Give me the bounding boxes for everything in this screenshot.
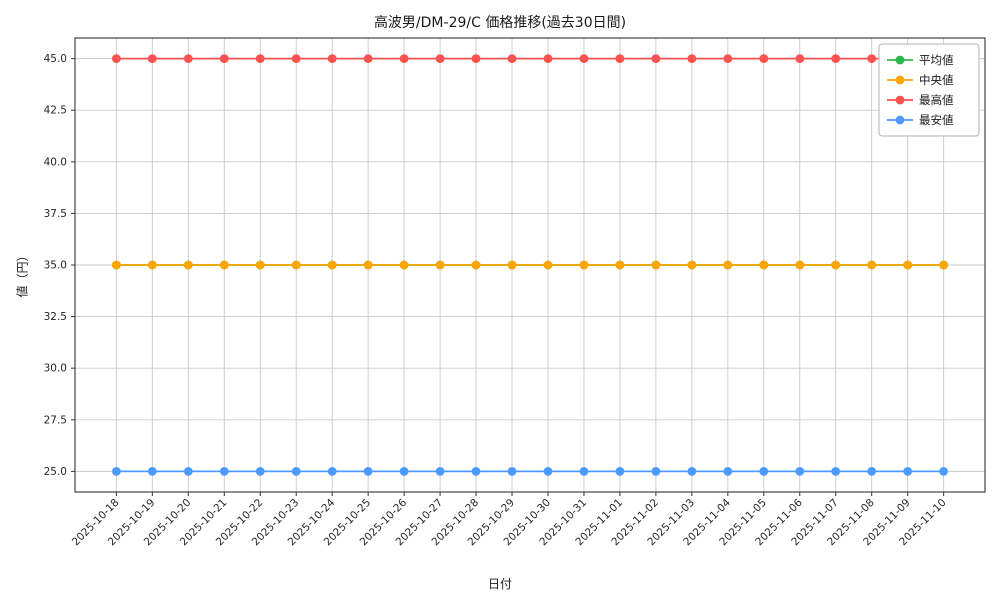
series-marker-3 <box>723 467 733 476</box>
series-marker-1 <box>723 260 733 270</box>
series-marker-2 <box>112 54 121 63</box>
series-marker-2 <box>507 54 517 63</box>
series-marker-2 <box>687 54 697 63</box>
legend-label: 最高値 <box>919 93 954 107</box>
legend-marker <box>895 95 905 105</box>
y-tick-label: 45.0 <box>44 53 67 65</box>
legend-label: 平均値 <box>919 53 954 67</box>
series-marker-3 <box>147 467 157 476</box>
series-marker-1 <box>255 260 265 270</box>
series-marker-1 <box>112 260 121 270</box>
series-marker-1 <box>507 260 517 270</box>
legend-box <box>878 43 980 137</box>
series-marker-3 <box>903 467 913 476</box>
y-tick-label: 42.5 <box>44 105 67 117</box>
series-marker-1 <box>219 260 229 270</box>
series-marker-1 <box>399 260 409 270</box>
series-marker-1 <box>795 260 805 270</box>
series-marker-3 <box>219 467 229 476</box>
series-marker-3 <box>651 467 661 476</box>
series-marker-3 <box>291 467 301 476</box>
y-tick-label: 25.0 <box>44 466 67 478</box>
series-marker-2 <box>723 54 733 63</box>
series-marker-1 <box>939 260 948 270</box>
y-tick-label: 27.5 <box>44 414 67 426</box>
series-marker-2 <box>471 54 481 63</box>
series-marker-3 <box>687 467 697 476</box>
series-marker-2 <box>255 54 265 63</box>
legend-label: 中央値 <box>919 73 954 87</box>
series-marker-1 <box>183 260 193 270</box>
series-marker-1 <box>471 260 481 270</box>
series-marker-2 <box>219 54 229 63</box>
series-marker-3 <box>471 467 481 476</box>
series-marker-3 <box>795 467 805 476</box>
series-marker-2 <box>831 54 841 63</box>
legend-marker <box>895 75 905 85</box>
series-marker-3 <box>183 467 193 476</box>
series-marker-1 <box>651 260 661 270</box>
series-marker-1 <box>291 260 301 270</box>
series-marker-3 <box>759 467 769 476</box>
series-marker-1 <box>903 260 913 270</box>
series-marker-3 <box>507 467 517 476</box>
series-marker-2 <box>399 54 409 63</box>
series-marker-1 <box>363 260 373 270</box>
series-marker-1 <box>615 260 625 270</box>
series-marker-3 <box>112 467 121 476</box>
series-marker-1 <box>867 260 877 270</box>
series-marker-2 <box>291 54 301 63</box>
chart-title: 高波男/DM-29/C 価格推移(過去30日間) <box>373 15 627 31</box>
series-marker-1 <box>435 260 445 270</box>
y-tick-label: 37.5 <box>44 208 67 220</box>
series-marker-1 <box>327 260 337 270</box>
series-marker-1 <box>147 260 157 270</box>
series-marker-2 <box>579 54 589 63</box>
series-marker-3 <box>579 467 589 476</box>
series-marker-1 <box>579 260 589 270</box>
legend-label: 最安値 <box>919 113 954 127</box>
x-axis-label: 日付 <box>487 577 512 591</box>
series-marker-3 <box>543 467 553 476</box>
series-marker-2 <box>651 54 661 63</box>
series-marker-3 <box>327 467 337 476</box>
y-tick-label: 32.5 <box>44 311 67 323</box>
y-axis-label: 値（円） <box>15 249 30 298</box>
series-marker-2 <box>147 54 157 63</box>
legend-marker <box>895 115 905 125</box>
y-tick-label: 35.0 <box>44 260 67 272</box>
y-tick-label: 30.0 <box>44 363 67 375</box>
series-marker-1 <box>543 260 553 270</box>
series-marker-2 <box>867 54 877 63</box>
series-marker-2 <box>759 54 769 63</box>
series-marker-3 <box>255 467 265 476</box>
series-marker-2 <box>615 54 625 63</box>
plot-border <box>74 37 986 493</box>
series-marker-2 <box>327 54 337 63</box>
y-tick-label: 40.0 <box>44 156 67 168</box>
series-marker-3 <box>363 467 373 476</box>
legend-marker <box>895 55 905 65</box>
series-marker-3 <box>435 467 445 476</box>
series-marker-2 <box>795 54 805 63</box>
series-marker-3 <box>939 467 948 476</box>
series-marker-3 <box>399 467 409 476</box>
series-marker-2 <box>543 54 553 63</box>
series-marker-2 <box>363 54 373 63</box>
series-marker-2 <box>183 54 193 63</box>
series-marker-1 <box>687 260 697 270</box>
series-marker-2 <box>435 54 445 63</box>
series-marker-3 <box>615 467 625 476</box>
series-marker-3 <box>867 467 877 476</box>
series-marker-3 <box>831 467 841 476</box>
series-marker-1 <box>759 260 769 270</box>
series-marker-1 <box>831 260 841 270</box>
